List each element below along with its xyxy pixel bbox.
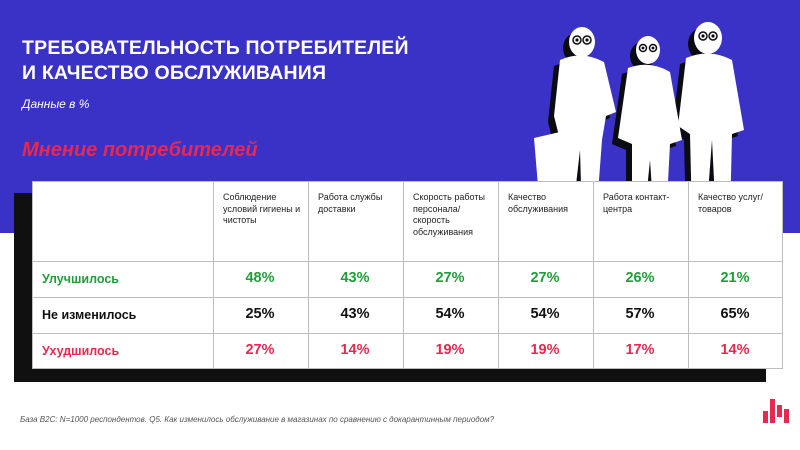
value-cell: 25% — [245, 306, 275, 322]
row-divider — [33, 261, 782, 262]
section-title: Мнение потребителей — [22, 139, 258, 161]
row-label: Улучшилось — [42, 272, 119, 286]
column-divider — [593, 261, 594, 369]
column-divider — [403, 261, 404, 369]
value-cell: 54% — [530, 306, 560, 322]
column-divider — [213, 261, 214, 369]
value-cell: 57% — [625, 306, 655, 322]
value-cell: 27% — [245, 342, 275, 358]
value-cell: 65% — [720, 306, 750, 322]
value-cell: 14% — [340, 342, 370, 358]
column-header: Качество услуг/товаров — [688, 182, 783, 261]
value-cell: 43% — [340, 306, 370, 322]
title-line-1: ТРЕБОВАТЕЛЬНОСТЬ ПОТРЕБИТЕЛЕЙ — [22, 37, 409, 59]
value-cell: 19% — [530, 342, 560, 358]
value-cell: 27% — [530, 270, 560, 286]
title-line-2: И КАЧЕСТВО ОБСЛУЖИВАНИЯ — [22, 62, 327, 84]
column-divider — [308, 261, 309, 369]
column-divider — [498, 261, 499, 369]
column-header: Работа службы доставки — [308, 182, 403, 261]
value-cell: 17% — [625, 342, 655, 358]
row-divider — [33, 333, 782, 334]
column-header: Работа контакт-центра — [593, 182, 688, 261]
column-divider — [688, 261, 689, 369]
row-label: Ухудшилось — [42, 344, 120, 358]
slide-subtitle: Данные в % — [22, 97, 90, 111]
value-cell: 48% — [245, 270, 275, 286]
value-cell: 19% — [435, 342, 465, 358]
value-cell: 43% — [340, 270, 370, 286]
column-header: Соблюдение условий гигиены и чистоты — [213, 182, 308, 261]
footnote: База B2C: N=1000 респондентов. Q5. Как и… — [20, 415, 495, 424]
slide-title: ТРЕБОВАТЕЛЬНОСТЬ ПОТРЕБИТЕЛЕЙ И КАЧЕСТВО… — [22, 36, 502, 86]
results-table: Соблюдение условий гигиены и чистоты Рабо… — [32, 181, 783, 369]
value-cell: 21% — [720, 270, 750, 286]
value-cell: 27% — [435, 270, 465, 286]
value-cell: 14% — [720, 342, 750, 358]
row-divider — [33, 297, 782, 298]
column-header: Качество обслуживания — [498, 182, 593, 261]
value-cell: 54% — [435, 306, 465, 322]
column-header: Скорость работы персонала/скорость обслу… — [403, 182, 498, 261]
brand-logo-icon — [763, 399, 789, 423]
value-cell: 26% — [625, 270, 655, 286]
row-label: Не изменилось — [42, 308, 137, 322]
